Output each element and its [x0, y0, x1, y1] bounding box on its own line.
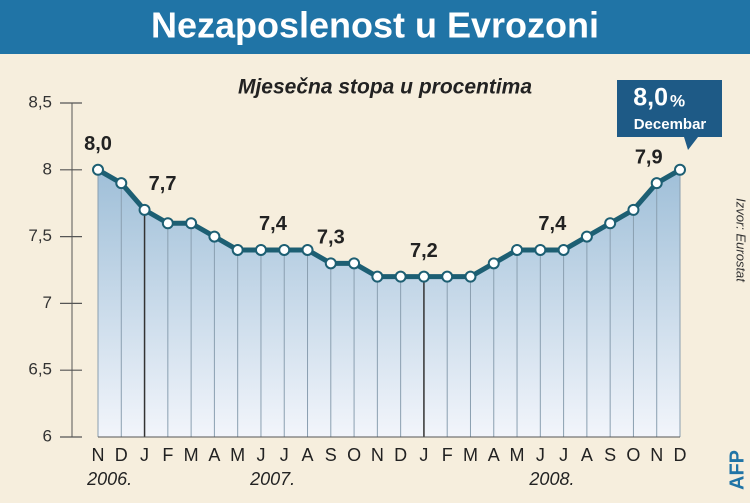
x-tick-label: D: [394, 445, 407, 465]
x-tick-label: F: [442, 445, 453, 465]
x-tick-label: M: [510, 445, 525, 465]
marker: [231, 243, 244, 256]
x-tick-label: N: [650, 445, 663, 465]
x-tick-label: J: [559, 445, 568, 465]
y-tick-label: 6: [43, 426, 52, 445]
marker: [301, 243, 314, 256]
x-tick-label: A: [488, 445, 500, 465]
callout-unit: %: [670, 91, 685, 110]
marker: [487, 257, 500, 270]
y-tick-label: 7,5: [28, 226, 52, 245]
year-label: 2008.: [528, 469, 574, 489]
x-tick-label: J: [536, 445, 545, 465]
x-tick-label: M: [463, 445, 478, 465]
x-tick-label: J: [256, 445, 265, 465]
area: [98, 169, 680, 438]
y-tick-label: 6,5: [28, 360, 52, 379]
x-tick-label: A: [208, 445, 220, 465]
marker: [627, 203, 640, 216]
chart-title: Nezaposlenost u Evrozoni: [151, 5, 599, 46]
callout: 8,0 % Decembar: [617, 80, 722, 150]
title-banner: [0, 0, 750, 54]
data-label: 7,4: [538, 213, 567, 235]
x-tick-label: J: [419, 445, 428, 465]
x-tick-label: A: [302, 445, 314, 465]
marker: [394, 270, 407, 283]
x-tick-label: A: [581, 445, 593, 465]
callout-box: [617, 80, 722, 150]
y-tick-label: 8: [43, 159, 52, 178]
x-tick-label: S: [604, 445, 616, 465]
y-tick-label: 8,5: [28, 92, 52, 111]
marker: [161, 217, 174, 230]
x-tick-label: M: [184, 445, 199, 465]
x-tick-label: N: [92, 445, 105, 465]
callout-label: Decembar: [634, 116, 707, 133]
x-tick-label: F: [162, 445, 173, 465]
callout-value: 8,0: [633, 84, 668, 112]
marker: [92, 163, 104, 176]
marker: [674, 163, 686, 176]
year-label: 2006.: [86, 469, 132, 489]
y-tick-label: 7: [43, 293, 52, 312]
x-tick-label: O: [347, 445, 361, 465]
marker: [511, 243, 524, 256]
marker: [324, 257, 337, 270]
data-label: 7,3: [317, 227, 345, 249]
x-tick-label: D: [115, 445, 128, 465]
marker: [580, 230, 593, 243]
x-tick-label: N: [371, 445, 384, 465]
marker: [417, 270, 430, 283]
marker: [208, 230, 221, 243]
x-tick-label: S: [325, 445, 337, 465]
marker: [348, 257, 361, 270]
year-label: 2007.: [249, 469, 295, 489]
data-label: 7,4: [259, 213, 288, 235]
subtitle: Mjesečna stopa u procentima: [238, 76, 532, 99]
marker: [650, 177, 663, 190]
logo: AFP: [726, 450, 748, 490]
marker: [254, 243, 267, 256]
marker: [115, 177, 128, 190]
source: Izvor: Eurostat: [734, 198, 749, 283]
marker: [604, 217, 617, 230]
x-tick-label: J: [280, 445, 289, 465]
data-label: 7,7: [149, 173, 177, 195]
marker: [138, 203, 151, 216]
marker: [441, 270, 454, 283]
marker: [557, 243, 570, 256]
marker: [464, 270, 477, 283]
marker: [534, 243, 547, 256]
x-tick-label: J: [140, 445, 149, 465]
x-tick-label: O: [626, 445, 640, 465]
data-label: 7,9: [635, 146, 663, 168]
marker: [371, 270, 384, 283]
x-tick-label: M: [230, 445, 245, 465]
x-tick-label: D: [674, 445, 687, 465]
data-label: 8,0: [84, 133, 112, 155]
marker: [278, 243, 291, 256]
marker: [185, 217, 198, 230]
data-label: 7,2: [410, 240, 438, 262]
